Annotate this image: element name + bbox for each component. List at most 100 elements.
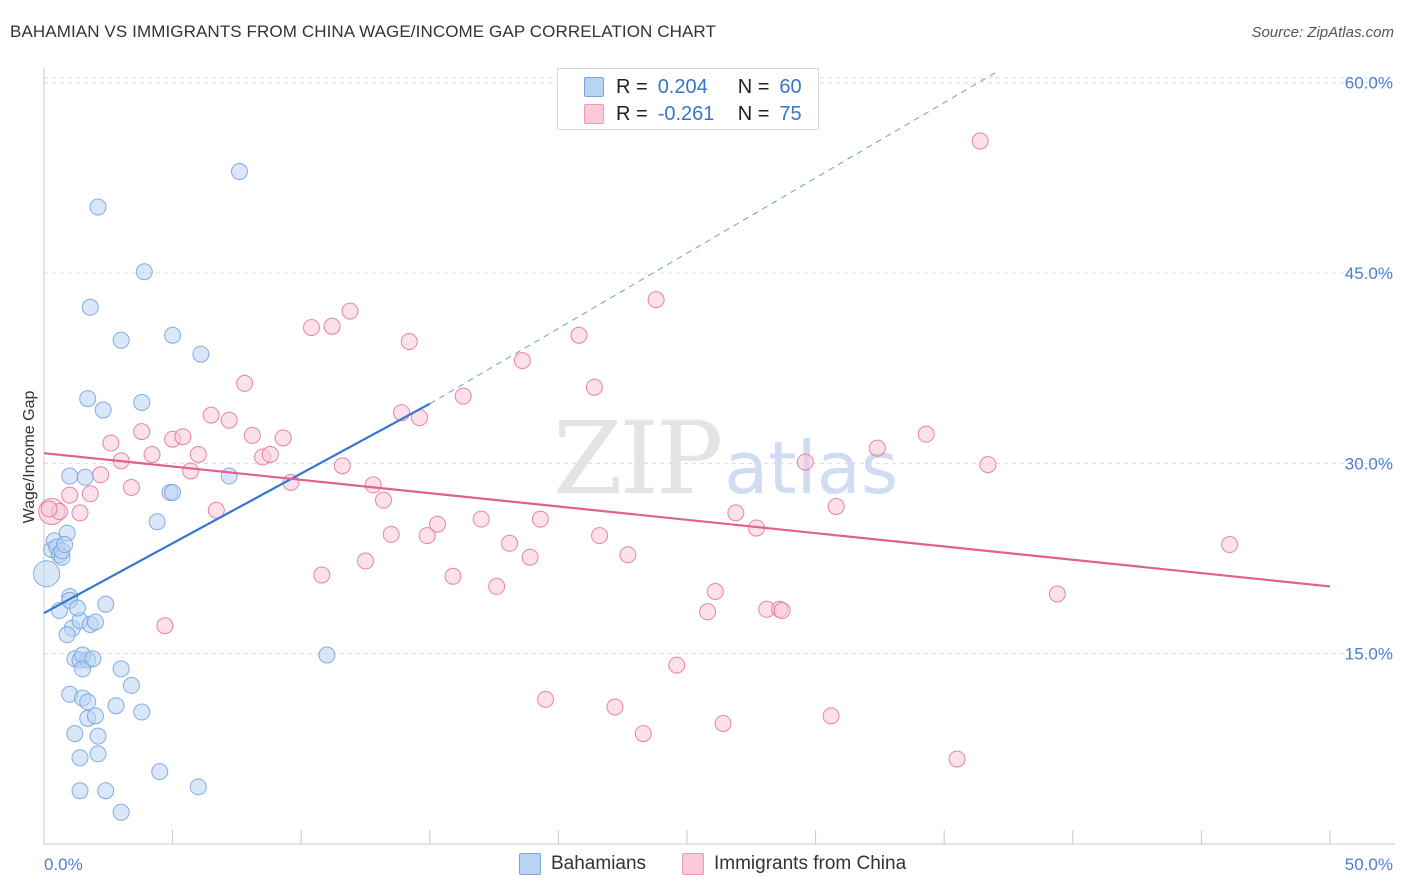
bahamian-point[interactable] xyxy=(89,727,107,745)
china-point[interactable] xyxy=(1221,536,1239,554)
bahamian-point[interactable] xyxy=(79,693,97,711)
china-point[interactable] xyxy=(714,714,732,732)
bahamian-point[interactable] xyxy=(112,331,130,349)
bahamian-point[interactable] xyxy=(81,298,99,316)
bahamian-point[interactable] xyxy=(133,703,151,721)
bahamian-point[interactable] xyxy=(94,401,112,419)
china-point[interactable] xyxy=(341,302,359,320)
china-point[interactable] xyxy=(513,352,531,370)
bahamian-point[interactable] xyxy=(61,467,79,485)
bahamian-point[interactable] xyxy=(71,749,89,767)
bahamian-point[interactable] xyxy=(58,626,76,644)
bottom-legend-china[interactable]: Immigrants from China xyxy=(682,850,906,878)
china-point[interactable] xyxy=(727,504,745,522)
china-point[interactable] xyxy=(501,534,519,552)
china-point[interactable] xyxy=(261,445,279,463)
bahamian-point[interactable] xyxy=(76,468,94,486)
china-point[interactable] xyxy=(773,602,791,620)
china-point[interactable] xyxy=(948,750,966,768)
china-point[interactable] xyxy=(156,617,174,635)
bahamian-point[interactable] xyxy=(86,613,104,631)
bahamian-point[interactable] xyxy=(56,536,74,554)
bahamian-point[interactable] xyxy=(84,650,102,668)
bahamian-point[interactable] xyxy=(151,763,169,781)
china-point[interactable] xyxy=(521,548,539,566)
china-point[interactable] xyxy=(313,566,331,584)
china-point[interactable] xyxy=(382,525,400,543)
bahamian-point[interactable] xyxy=(112,803,130,821)
bahamian-point[interactable] xyxy=(79,390,97,408)
china-point[interactable] xyxy=(591,527,609,545)
bahamian-point[interactable] xyxy=(74,660,92,678)
bahamian-point[interactable] xyxy=(68,599,86,617)
bahamian-point[interactable] xyxy=(230,163,248,181)
china-point[interactable] xyxy=(668,656,686,674)
china-point[interactable] xyxy=(323,317,341,335)
china-point[interactable] xyxy=(357,552,374,570)
china-point[interactable] xyxy=(634,725,652,743)
bahamian-point[interactable] xyxy=(107,697,125,715)
china-point[interactable] xyxy=(444,567,462,585)
china-point[interactable] xyxy=(971,132,989,150)
bahamian-point[interactable] xyxy=(220,467,238,485)
china-point[interactable] xyxy=(606,698,624,716)
bahamian-point[interactable] xyxy=(97,782,115,800)
china-point[interactable] xyxy=(122,478,140,496)
bahamian-point[interactable] xyxy=(89,198,107,216)
china-point[interactable] xyxy=(531,510,549,528)
bahamian-point[interactable] xyxy=(318,646,336,664)
china-point[interactable] xyxy=(220,411,238,429)
china-point[interactable] xyxy=(1048,585,1066,603)
china-point[interactable] xyxy=(429,515,447,533)
bahamian-point[interactable] xyxy=(148,513,166,531)
bahamian-point[interactable] xyxy=(135,263,153,281)
bahamian-point[interactable] xyxy=(122,676,140,694)
china-point[interactable] xyxy=(868,439,886,457)
china-point[interactable] xyxy=(61,486,79,504)
china-point[interactable] xyxy=(81,485,99,503)
bahamian-point[interactable] xyxy=(164,326,182,344)
china-point[interactable] xyxy=(699,603,717,621)
bahamian-point[interactable] xyxy=(86,707,104,725)
china-point[interactable] xyxy=(143,445,161,463)
china-point[interactable] xyxy=(979,456,997,474)
china-point[interactable] xyxy=(796,453,814,471)
china-point[interactable] xyxy=(174,428,192,446)
bahamian-point[interactable] xyxy=(97,595,115,613)
china-point[interactable] xyxy=(706,582,724,600)
china-point[interactable] xyxy=(822,707,840,725)
china-point[interactable] xyxy=(189,445,207,463)
china-point[interactable] xyxy=(182,462,200,480)
bahamian-point[interactable] xyxy=(33,560,61,588)
china-point[interactable] xyxy=(333,457,351,475)
bahamian-point[interactable] xyxy=(112,660,130,678)
china-point[interactable] xyxy=(364,476,382,494)
china-point[interactable] xyxy=(488,577,506,595)
bottom-legend-bahamians[interactable]: Bahamians xyxy=(519,850,646,878)
china-point[interactable] xyxy=(133,423,151,441)
china-point[interactable] xyxy=(92,466,110,484)
china-point[interactable] xyxy=(400,333,418,351)
china-point[interactable] xyxy=(40,500,58,518)
bahamian-point[interactable] xyxy=(66,725,84,743)
china-point[interactable] xyxy=(102,434,120,452)
china-point[interactable] xyxy=(827,497,845,515)
bahamian-point[interactable] xyxy=(164,484,182,502)
china-point[interactable] xyxy=(375,491,393,509)
china-point[interactable] xyxy=(917,425,935,443)
china-point[interactable] xyxy=(472,510,490,528)
china-point[interactable] xyxy=(585,378,603,396)
china-point[interactable] xyxy=(454,387,472,405)
china-point[interactable] xyxy=(207,501,225,519)
china-point[interactable] xyxy=(71,504,89,522)
china-point[interactable] xyxy=(236,374,254,392)
china-point[interactable] xyxy=(619,546,637,564)
china-point[interactable] xyxy=(243,426,261,444)
bahamian-point[interactable] xyxy=(71,782,89,800)
china-point[interactable] xyxy=(418,527,436,545)
bahamian-point[interactable] xyxy=(192,345,210,363)
bahamian-point[interactable] xyxy=(89,745,107,763)
bahamian-point[interactable] xyxy=(133,393,151,411)
china-point[interactable] xyxy=(537,690,555,708)
china-point[interactable] xyxy=(570,326,588,344)
